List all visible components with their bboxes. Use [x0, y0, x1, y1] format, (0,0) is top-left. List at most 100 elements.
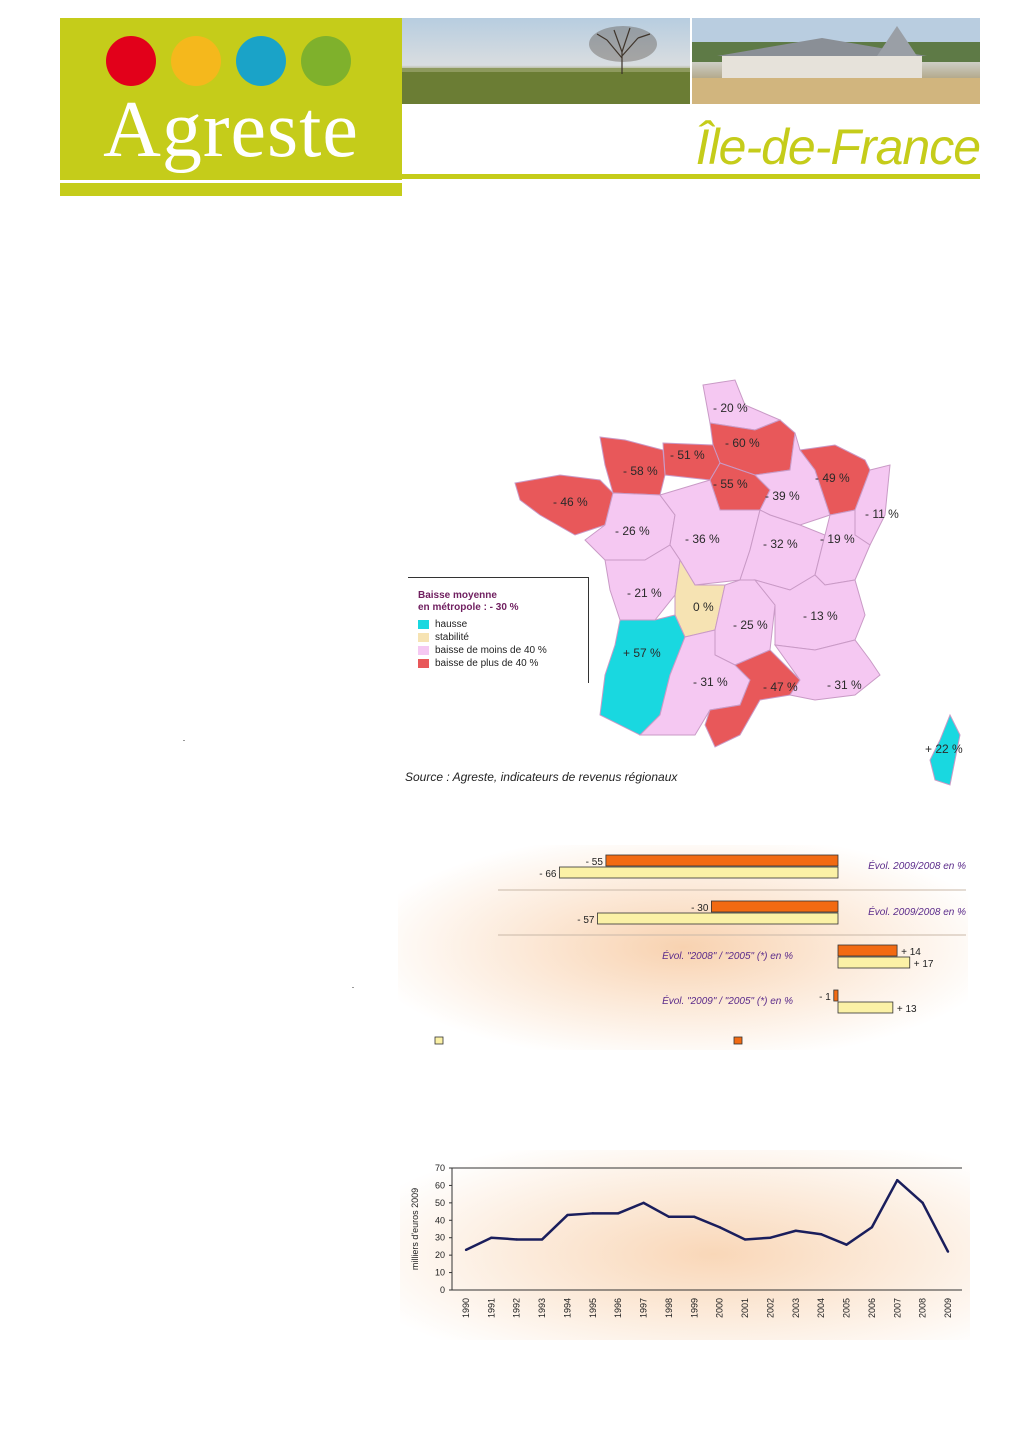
x-tick-label: 2001	[740, 1298, 750, 1318]
data-point	[845, 1243, 848, 1246]
legend-label: hausse	[435, 619, 468, 630]
data-point	[540, 1238, 544, 1241]
scan-mark	[352, 987, 354, 988]
data-point	[769, 1236, 772, 1239]
bar	[710, 900, 839, 913]
region-languedoc-roussillon	[704, 649, 801, 748]
x-tick-label: 1999	[689, 1298, 699, 1318]
farm-building-photo	[692, 18, 980, 104]
data-point	[490, 1236, 493, 1239]
bar	[605, 854, 839, 867]
legend-title-line2: en métropole : - 30 %	[418, 602, 519, 613]
legend-swatch	[434, 1036, 444, 1045]
income-line-chart: 0 10 20 30 40 50 60 70 milliers d'euros 2009 1990…	[400, 1150, 970, 1340]
agreste-logo: Agreste	[60, 18, 402, 196]
data-point	[642, 1201, 645, 1205]
y-tick-label: 30	[435, 1233, 445, 1243]
label-pays-de-la-loire: - 26 %	[615, 524, 650, 538]
data-point	[896, 1179, 899, 1182]
label-limousin: 0 %	[693, 600, 714, 614]
x-tick-label: 1991	[486, 1298, 496, 1318]
label-alsace: - 11 %	[865, 507, 899, 521]
bar-value-label: - 57	[577, 915, 595, 926]
data-point	[566, 1213, 569, 1217]
legend-label: stabilité	[435, 632, 469, 643]
legend-swatch	[418, 620, 429, 629]
label-bretagne: - 46 %	[553, 495, 588, 509]
bar	[833, 989, 839, 1002]
legend-label: baisse de plus de 40 %	[435, 658, 539, 669]
logo-text: Agreste	[103, 86, 359, 174]
blue-dot-icon	[236, 36, 286, 86]
legend-swatch	[418, 646, 429, 655]
legend-item-hausse: hausse	[418, 618, 588, 631]
category-label: Évol. "2008" / "2005" (*) en %	[662, 949, 793, 962]
label-rhone-alpes: - 13 %	[803, 609, 838, 623]
category-label: Évol. "2009" / "2005" (*) en %	[662, 994, 793, 1007]
bar-value-label: - 55	[586, 857, 604, 868]
label-ile-de-france: - 55 %	[713, 477, 748, 491]
label-centre: - 36 %	[685, 532, 720, 546]
x-tick-label: 1992	[512, 1298, 522, 1318]
legend-item-baisse-moins: baisse de moins de 40 %	[418, 644, 588, 657]
y-tick-label: 10	[435, 1268, 445, 1278]
bar	[559, 866, 839, 879]
data-point	[667, 1215, 671, 1218]
data-point	[921, 1201, 924, 1205]
income-series-line	[465, 1178, 950, 1253]
label-basse-normandie: - 58 %	[623, 464, 658, 478]
map-source: Source : Agreste, indicateurs de revenus…	[405, 770, 678, 784]
page-header: Agreste Île-de-France	[60, 18, 981, 196]
x-tick-label: 2006	[867, 1298, 877, 1318]
legend-swatch	[733, 1036, 743, 1045]
label-paca: - 31 %	[827, 678, 862, 692]
label-corse: + 22 %	[925, 742, 963, 756]
x-tick-label: 1998	[664, 1298, 674, 1318]
x-tick-label: 2007	[892, 1298, 902, 1318]
region-title: Île-de-France	[695, 119, 981, 175]
label-champagne-ardenne: - 39 %	[765, 489, 800, 503]
bar	[837, 956, 911, 969]
x-tick-label: 2000	[715, 1298, 725, 1318]
label-auvergne: - 25 %	[733, 618, 768, 632]
scan-mark	[183, 740, 185, 741]
bar-value-label: - 66	[539, 869, 557, 880]
x-tick-label: 2002	[765, 1298, 775, 1318]
region-basse-normandie	[599, 436, 666, 496]
x-tick-label: 2008	[918, 1298, 928, 1318]
data-point	[870, 1226, 874, 1229]
label-poitou-charentes: - 21 %	[627, 586, 662, 600]
data-point	[693, 1215, 696, 1218]
bar-value-label: - 30	[691, 903, 709, 914]
red-dot-icon	[106, 36, 156, 86]
legend-item-baisse-plus: baisse de plus de 40 %	[418, 657, 588, 670]
legend-title-line1: Baisse moyenne	[418, 590, 497, 601]
y-tick-label: 60	[435, 1180, 445, 1190]
header-rule	[402, 174, 980, 179]
logo-underline	[60, 180, 402, 183]
bar	[597, 912, 839, 925]
evolution-bar-chart: - 55 - 66 Évol. 2009/2008 en % - 30 - 57 Évol…	[398, 845, 968, 1050]
bar-value-label: + 13	[897, 1004, 917, 1015]
label-aquitaine: + 57 %	[623, 646, 661, 660]
data-point	[718, 1226, 721, 1229]
data-point	[946, 1250, 950, 1253]
x-tick-label: 2005	[842, 1298, 852, 1318]
legend-swatch	[418, 659, 429, 668]
label-lorraine: - 49 %	[815, 471, 850, 485]
x-tick-label: 1993	[537, 1298, 547, 1318]
label-midi-pyrenees: - 31 %	[693, 675, 728, 689]
region-rhone-alpes	[753, 574, 866, 651]
x-tick-label: 1997	[639, 1298, 649, 1318]
x-tick-label: 2009	[943, 1298, 953, 1318]
legend-swatch	[418, 633, 429, 642]
data-point	[743, 1238, 747, 1241]
bar-value-label: + 17	[914, 959, 934, 970]
yellow-dot-icon	[171, 36, 221, 86]
label-bourgogne: - 32 %	[763, 537, 798, 551]
region-corse	[929, 713, 961, 786]
x-tick-label: 1996	[613, 1298, 623, 1318]
data-point	[515, 1238, 518, 1241]
data-point	[794, 1229, 797, 1232]
data-point	[819, 1233, 823, 1236]
